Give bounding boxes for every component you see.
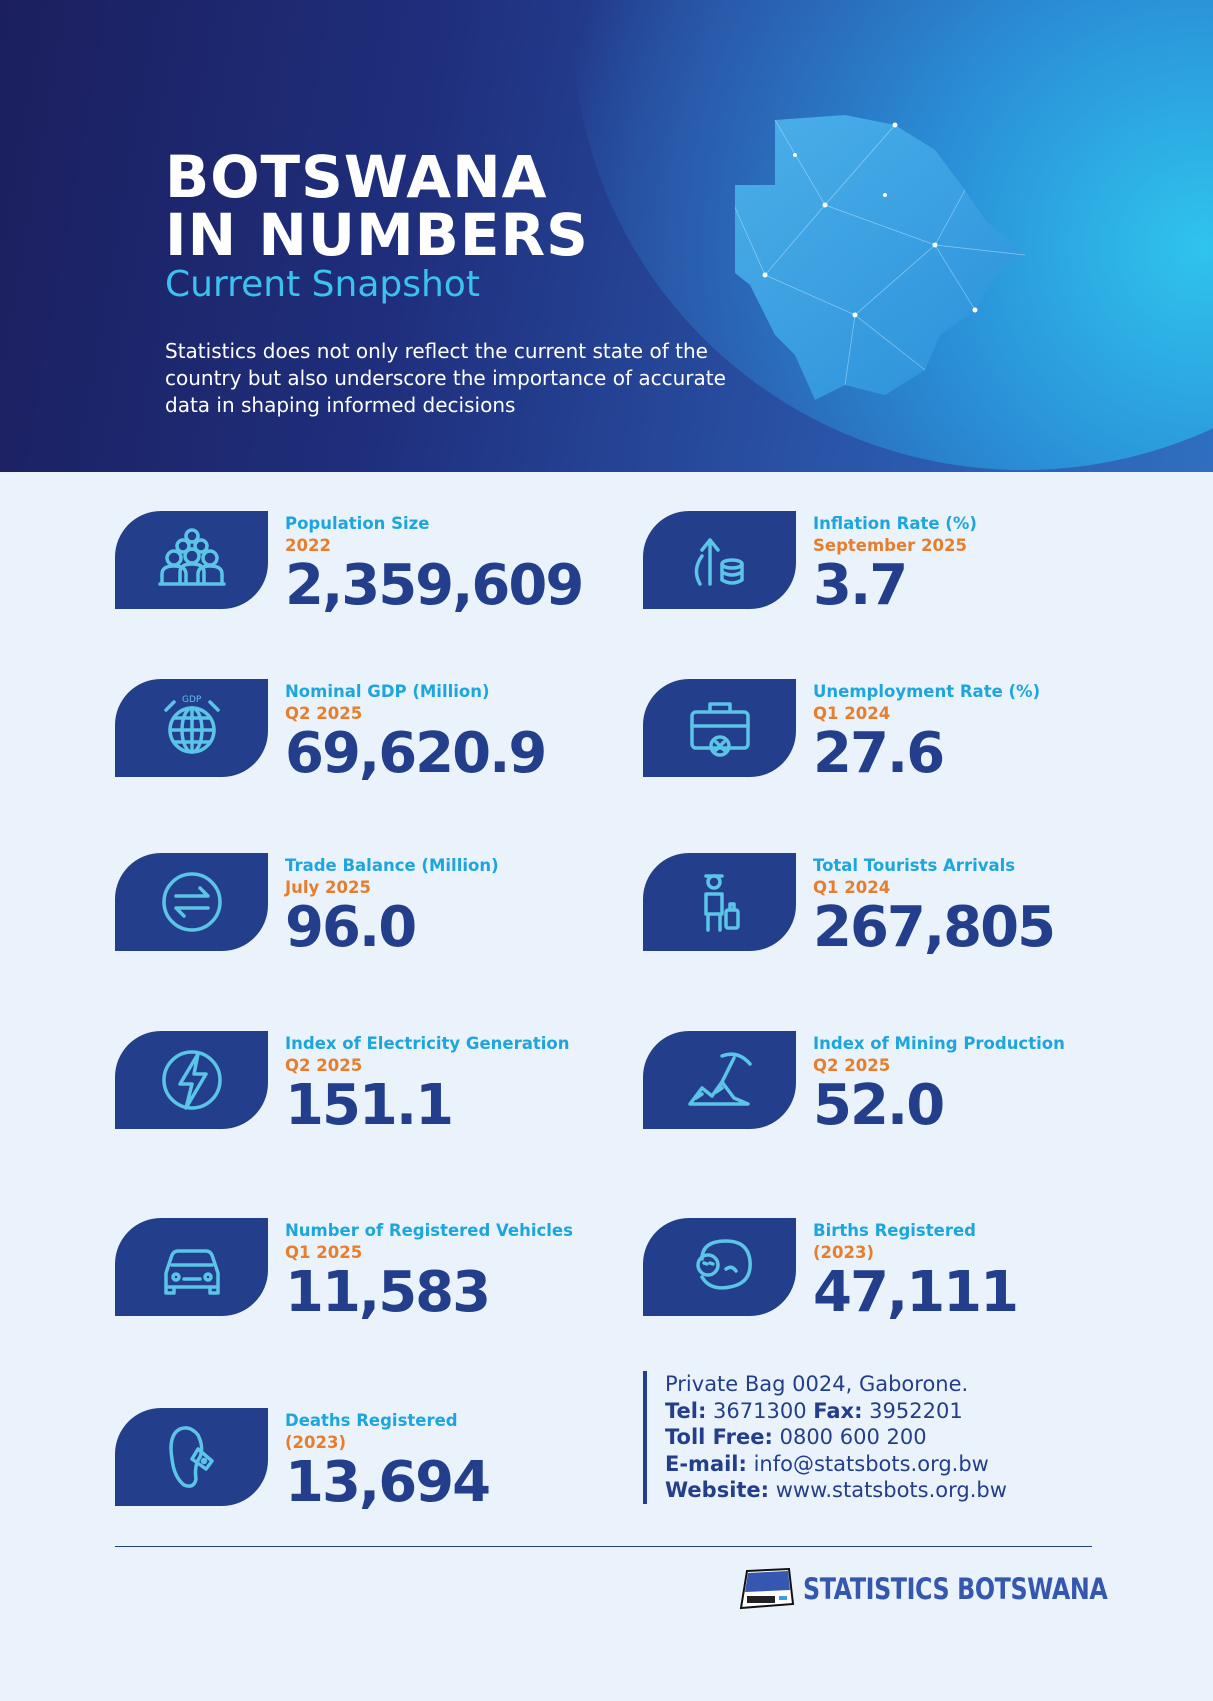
stat-icon-tile	[643, 1031, 796, 1129]
stat-period: Q1 2024	[813, 878, 891, 897]
car-icon	[163, 1249, 220, 1295]
email-label: E-mail:	[665, 1451, 747, 1476]
tollfree-label: Toll Free:	[665, 1425, 773, 1449]
lightning-icon	[161, 1050, 222, 1110]
stat-value: 69,620.9	[285, 721, 547, 786]
logo-text: STATISTICS BOTSWANA	[803, 1572, 1108, 1606]
stat-period: 2022	[285, 536, 331, 555]
statistics-botswana-logo: STATISTICS BOTSWANA	[737, 1568, 1174, 1610]
stat-period: (2023)	[813, 1243, 875, 1262]
stat-period: September 2025	[813, 536, 967, 555]
baby-icon	[695, 1239, 752, 1290]
stat-value: 96.0	[285, 895, 417, 960]
website-label: Website:	[665, 1478, 770, 1502]
tel-label: Tel:	[665, 1398, 707, 1423]
page-title: BOTSWANA IN NUMBERS	[165, 143, 589, 269]
toe-tag-icon	[168, 1426, 214, 1488]
stat-icon-tile	[643, 679, 796, 777]
svg-text:GDP: GDP	[182, 695, 202, 705]
page-subtitle: Current Snapshot	[165, 264, 480, 305]
logo-device-icon	[739, 1568, 795, 1610]
footer-divider	[115, 1546, 1092, 1547]
stat-value: 11,583	[285, 1260, 491, 1325]
stat-icon-tile: GDP	[115, 679, 268, 777]
stat-label: Inflation Rate (%)	[813, 514, 977, 533]
stat-label: Index of Mining Production	[813, 1034, 1065, 1053]
rising-coins-icon	[694, 538, 744, 586]
stat-value: 267,805	[813, 895, 1056, 960]
stat-period: Q2 2025	[813, 1056, 891, 1075]
stat-icon-tile	[115, 853, 268, 951]
stat-icon-tile	[643, 1218, 796, 1316]
stat-value: 27.6	[813, 721, 945, 786]
address: Private Bag 0024, Gaborone.	[665, 1372, 969, 1396]
stat-label: Births Registered	[813, 1221, 976, 1240]
people-group-icon	[157, 528, 226, 586]
stat-label: Unemployment Rate (%)	[813, 682, 1041, 701]
hero-banner: BOTSWANA IN NUMBERS Current Snapshot Stat…	[0, 0, 1213, 472]
stat-value: 151.1	[285, 1073, 454, 1138]
stat-period: July 2025	[285, 878, 371, 897]
stat-period: Q2 2025	[285, 1056, 363, 1075]
stat-label: Index of Electricity Generation	[285, 1034, 570, 1053]
stat-label: Total Tourists Arrivals	[813, 856, 1016, 875]
briefcase-x-icon	[689, 702, 750, 757]
botswana-map-graphic	[735, 115, 1026, 400]
fax-label: Fax:	[813, 1398, 863, 1423]
stat-period: Q1 2024	[813, 704, 891, 723]
stat-period: (2023)	[285, 1433, 347, 1452]
intro-text: Statistics does not only reflect the cur…	[165, 339, 726, 417]
website-link[interactable]: www.statsbots.org.bw	[769, 1478, 1007, 1502]
stat-label: Trade Balance (Million)	[285, 856, 499, 875]
stat-label: Population Size	[285, 514, 430, 533]
stat-period: Q2 2025	[285, 704, 363, 723]
stat-value: 52.0	[813, 1073, 945, 1138]
stat-label: Number of Registered Vehicles	[285, 1221, 573, 1240]
stat-value: 13,694	[285, 1450, 491, 1515]
stat-period: Q1 2025	[285, 1243, 363, 1262]
stat-value: 2,359,609	[285, 553, 584, 618]
stat-label: Nominal GDP (Million)	[285, 682, 490, 701]
contact-block: Private Bag 0024, Gaborone. Tel: 3671300…	[643, 1371, 1007, 1504]
tollfree-value: 0800 600 200	[772, 1425, 927, 1449]
gdp-globe-icon: GDP	[163, 695, 220, 754]
stat-value: 47,111	[813, 1260, 1019, 1325]
email-link[interactable]: info@statsbots.org.bw	[746, 1451, 989, 1476]
fax-value: 3952201	[862, 1398, 963, 1423]
stat-icon-tile	[643, 853, 796, 951]
stat-value: 3.7	[813, 553, 908, 618]
stat-icon-tile	[115, 1408, 268, 1506]
stat-icon-tile	[115, 511, 268, 609]
tel-value: 3671300	[706, 1398, 814, 1423]
stat-icon-tile	[115, 1218, 268, 1316]
pickaxe-icon	[687, 1052, 752, 1106]
stat-icon-tile	[643, 511, 796, 609]
stat-icon-tile	[115, 1031, 268, 1129]
tourist-luggage-icon	[703, 874, 740, 932]
exchange-arrows-icon	[161, 872, 222, 932]
stat-label: Deaths Registered	[285, 1411, 458, 1430]
